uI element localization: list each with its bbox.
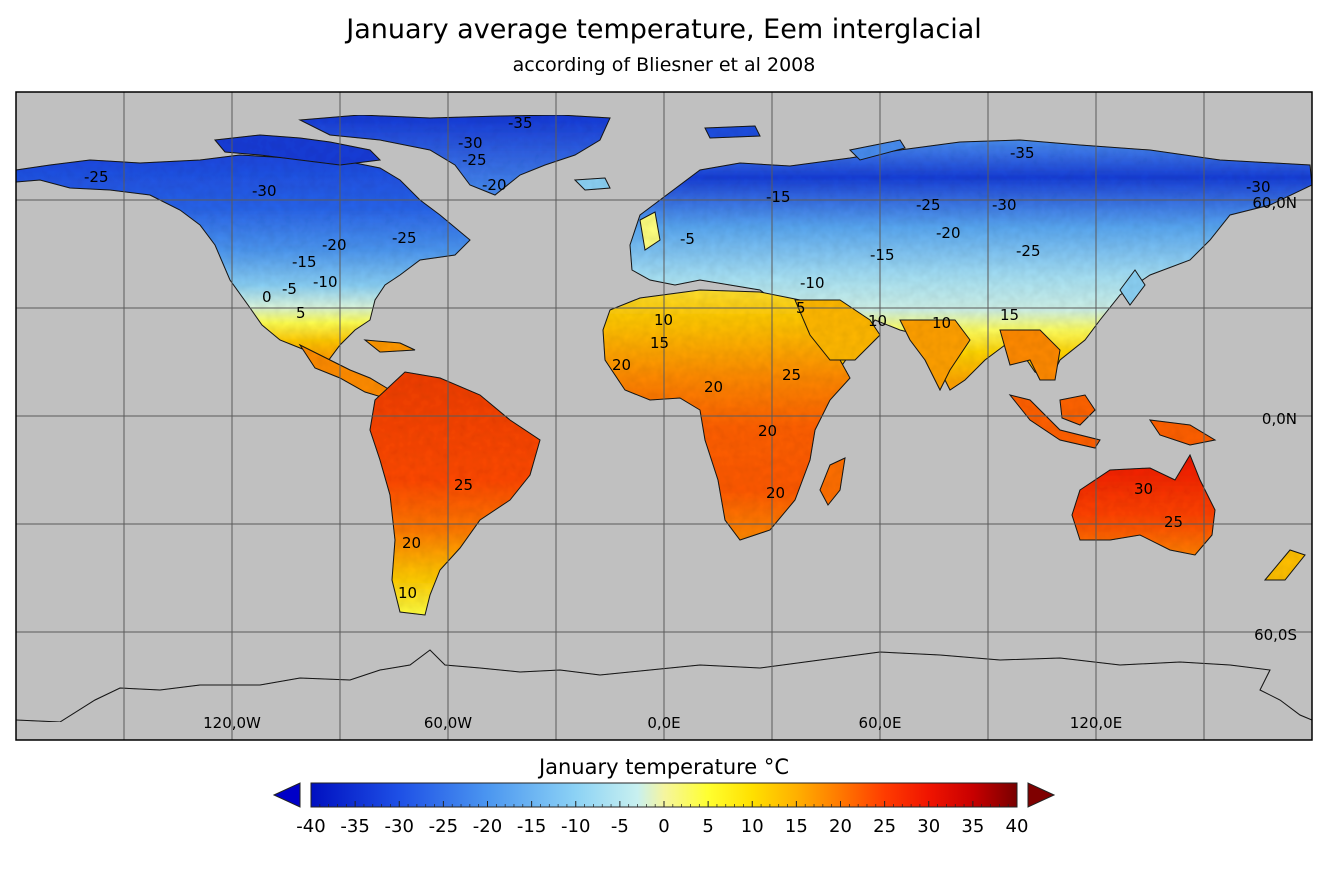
colorbar-tick-label: -40: [296, 816, 325, 837]
colorbar-bar: [310, 782, 1018, 808]
graticule: [16, 92, 1312, 740]
contour-label: -10: [313, 273, 338, 291]
contour-label: 20: [758, 422, 777, 440]
map-subtitle: according of Bliesner et al 2008: [512, 54, 816, 76]
colorbar-tick-label: 25: [873, 816, 896, 837]
contour-label: -25: [462, 151, 487, 169]
colorbar-tick-label: -5: [611, 816, 629, 837]
colorbar-tick-label: 35: [961, 816, 984, 837]
novaya-zemlya: [848, 139, 906, 161]
colorbar-tick-label: 10: [741, 816, 764, 837]
contour-label: 5: [796, 299, 806, 317]
contour-label: 20: [766, 484, 785, 502]
contour-label: -35: [508, 114, 533, 132]
lon-label-120e: 120,0E: [1070, 714, 1122, 732]
contour-label: 20: [612, 356, 631, 374]
contour-label: -15: [292, 253, 317, 271]
contour-label: -30: [458, 134, 483, 152]
lon-label-60e: 60,0E: [859, 714, 902, 732]
madagascar: [819, 457, 846, 506]
contour-label: 25: [782, 366, 801, 384]
colorbar-over-arrow: [1027, 782, 1056, 808]
contour-label: 0: [262, 288, 272, 306]
contour-label: 20: [402, 534, 421, 552]
new-guinea: [1148, 419, 1217, 446]
contour-label: 5: [296, 304, 306, 322]
lat-label-60s: 60,0S: [1254, 626, 1297, 644]
colorbar-tick-label: -15: [517, 816, 546, 837]
contour-label: 25: [454, 476, 473, 494]
contour-label: -20: [936, 224, 961, 242]
map-title: January average temperature, Eem intergl…: [346, 14, 982, 45]
india: [899, 319, 971, 392]
colorbar-tick-label: 5: [702, 816, 713, 837]
svalbard-franz-josef: [704, 125, 761, 139]
contour-label: -5: [680, 230, 695, 248]
contour-labels: -35 -30 -25 -20 -25 -30 -25 -20 -15 -10 …: [84, 114, 1271, 602]
southeast-asia: [999, 329, 1061, 381]
contour-label: -10: [800, 274, 825, 292]
contour-label: 10: [654, 311, 673, 329]
japan: [1119, 269, 1146, 306]
colorbar-tick-label: 30: [917, 816, 940, 837]
map-frame: [15, 91, 1313, 741]
contour-label: -30: [1246, 178, 1271, 196]
colorbar-tick-label: 0: [658, 816, 669, 837]
colorbar-tick-label: -30: [385, 816, 414, 837]
contour-label: 10: [868, 312, 887, 330]
australia: [1071, 453, 1216, 556]
contour-label: -5: [282, 280, 297, 298]
contour-label: -15: [766, 188, 791, 206]
sumatra-java: [1008, 394, 1101, 449]
colorbar-title: January temperature °C: [538, 755, 790, 779]
contour-label: 10: [398, 584, 417, 602]
contour-label: 15: [1000, 306, 1019, 324]
contour-label: -15: [870, 246, 895, 264]
contour-label: -20: [482, 176, 507, 194]
iceland: [573, 177, 611, 191]
contour-label: 10: [932, 314, 951, 332]
contour-label: 20: [704, 378, 723, 396]
south-america: [369, 371, 541, 616]
contour-label: -30: [992, 196, 1017, 214]
new-zealand: [1263, 549, 1306, 581]
colorbar-under-arrow: [272, 782, 301, 808]
colorbar-tick-label: -10: [561, 816, 590, 837]
contour-label: -30: [252, 182, 277, 200]
contour-label: 15: [650, 334, 669, 352]
colorbar-tick-label: 15: [785, 816, 808, 837]
contour-label: -25: [392, 229, 417, 247]
lon-label-0e: 0,0E: [647, 714, 680, 732]
colorbar-tick-label: 20: [829, 816, 852, 837]
arabia: [794, 299, 881, 361]
world-temperature-map: -35 -30 -25 -20 -25 -30 -25 -20 -15 -10 …: [15, 91, 1313, 741]
colorbar-tick-label: -25: [429, 816, 458, 837]
great-britain: [639, 211, 661, 251]
colorbar-tick-label: 40: [1006, 816, 1029, 837]
antarctica-coastline: [16, 649, 1312, 723]
greenland: [298, 114, 611, 196]
axis-labels: 120,0W 60,0W 0,0E 60,0E 120,0E 60,0N 0,0…: [203, 194, 1297, 732]
borneo: [1059, 394, 1096, 426]
canadian-arctic-islands: [214, 134, 382, 166]
colorbar-ticks: -40 -35 -30 -25 -20 -15 -10 -5 0 5 10 15 20 25 30 35 40: [296, 801, 1028, 837]
contour-label: -25: [84, 168, 109, 186]
africa: [602, 289, 851, 541]
lat-label-0n: 0,0N: [1262, 410, 1297, 428]
contour-label: -25: [916, 196, 941, 214]
cuba: [363, 339, 416, 353]
colorbar-tick-label: -35: [340, 816, 369, 837]
contour-label: 30: [1134, 480, 1153, 498]
contour-label: -35: [1010, 144, 1035, 162]
lon-label-60w: 60,0W: [424, 714, 472, 732]
contour-label: -25: [1016, 242, 1041, 260]
contour-label: 25: [1164, 513, 1183, 531]
colorbar-tick-label: -20: [473, 816, 502, 837]
lat-label-60n: 60,0N: [1252, 194, 1297, 212]
lon-label-120w: 120,0W: [203, 714, 261, 732]
contour-label: -20: [322, 236, 347, 254]
